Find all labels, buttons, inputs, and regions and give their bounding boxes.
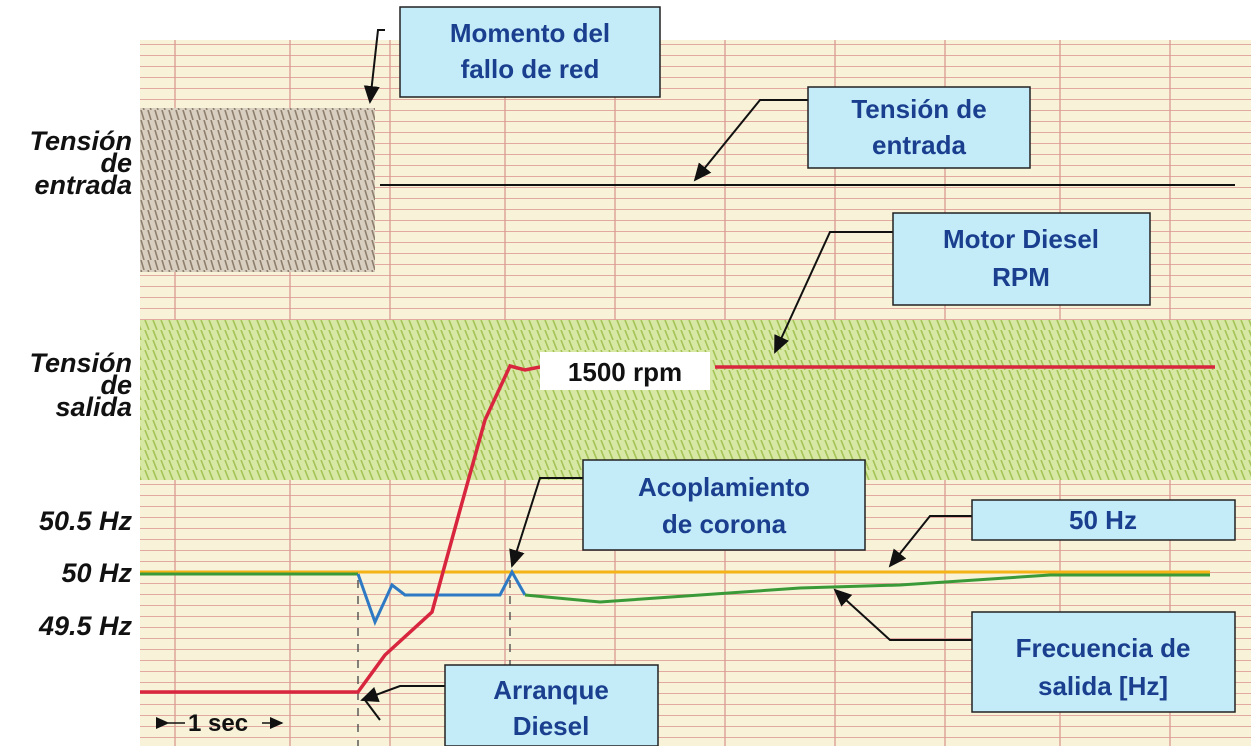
- callout-text: salida [Hz]: [1038, 671, 1168, 701]
- label: Tensión: [29, 348, 132, 378]
- callout-text: fallo de red: [461, 54, 600, 84]
- time-scale: 1 sec: [156, 710, 284, 737]
- callout-text: Frecuencia de: [1016, 633, 1191, 663]
- input-waveform: [140, 108, 375, 272]
- output-waveform: [140, 320, 1251, 480]
- callout-text: Acoplamiento: [638, 472, 810, 502]
- time-scale-label: 1 sec: [188, 710, 248, 737]
- label: 50 Hz: [61, 558, 132, 588]
- label: 50.5 Hz: [39, 506, 133, 536]
- callout-text: entrada: [872, 130, 966, 160]
- callout-text: Motor Diesel: [943, 224, 1099, 254]
- left-labels: Tensión de entrada Tensión de salida 50.5 Hz…: [29, 126, 132, 641]
- callout-text: de corona: [662, 509, 787, 539]
- callout-text: RPM: [992, 262, 1050, 292]
- event-lines: [357, 580, 511, 746]
- callout-text: 1500 rpm: [568, 357, 682, 387]
- label: de: [100, 370, 132, 400]
- label: entrada: [34, 170, 132, 200]
- callouts: Momento del fallo de red Tensión de entrad…: [399, 6, 1236, 746]
- freq-line-transient: [356, 568, 527, 626]
- callout-text: Diesel: [513, 711, 590, 741]
- arrows: [360, 29, 972, 721]
- callout-text: 50 Hz: [1069, 505, 1137, 535]
- rpm-line: [140, 363, 541, 694]
- label: salida: [55, 392, 132, 422]
- label: 49.5 Hz: [38, 611, 133, 641]
- freq-line-recovery: [524, 573, 1210, 604]
- label: de: [100, 148, 132, 178]
- callout-text: Momento del: [450, 18, 610, 48]
- callout-text: Arranque: [493, 675, 609, 705]
- callout-text: Tensión de: [851, 94, 986, 124]
- label: Tensión: [29, 126, 132, 156]
